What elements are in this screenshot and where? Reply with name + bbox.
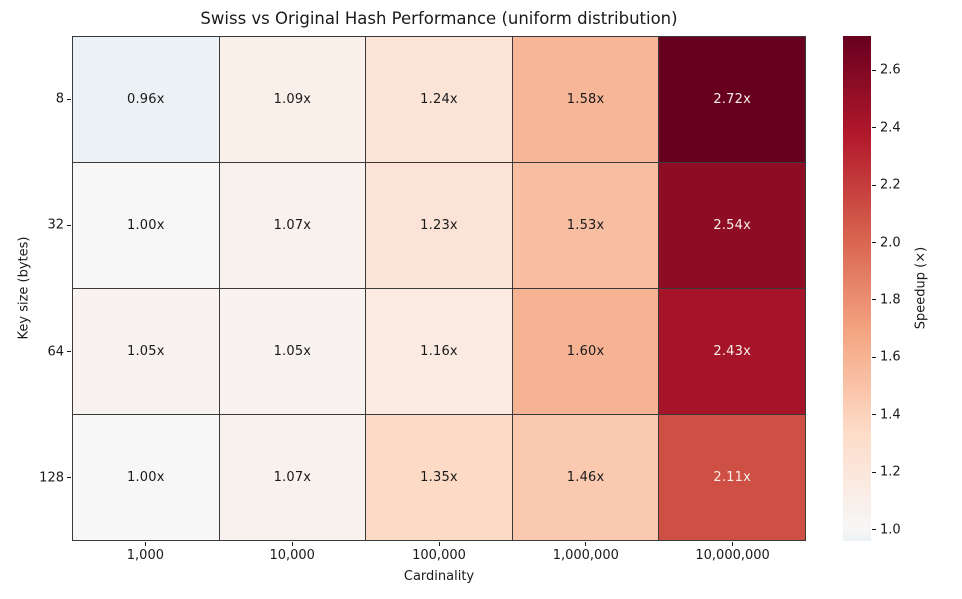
heatmap-cell-label: 1.07x — [273, 470, 312, 485]
colorbar-tick-mark — [872, 529, 876, 531]
colorbar-tick-label: 1.2 — [880, 464, 901, 480]
heatmap-cell: 1.07x — [219, 163, 366, 288]
heatmap-cell: 1.24x — [366, 37, 512, 162]
heatmap-cell-label: 1.07x — [273, 218, 312, 233]
heatmap-cell-label: 1.05x — [126, 344, 165, 359]
x-tick-mark — [585, 542, 587, 546]
colorbar-tick-mark — [872, 127, 876, 129]
heatmap-cell: 1.58x — [512, 37, 659, 162]
x-tick-label: 1,000 — [126, 548, 164, 563]
heatmap-cell-label: 1.58x — [566, 92, 605, 107]
colorbar-label: Speedup (×) — [913, 246, 929, 330]
heatmap-cell-label: 1.00x — [126, 218, 165, 233]
heatmap-cell-label: 1.35x — [420, 470, 458, 485]
heatmap-plot-area: 0.96x 1.09x 1.24x 1.58x 2.72x 1.00x 1.07x 1.23x… — [72, 36, 806, 541]
heatmap-cell-label: 1.05x — [273, 344, 312, 359]
heatmap-cell-label: 1.24x — [420, 92, 458, 107]
x-tick-label: 100,000 — [412, 548, 466, 563]
heatmap-cell-label: 1.46x — [566, 470, 605, 485]
x-axis-label: Cardinality — [403, 569, 475, 584]
heatmap-cell-label: 1.00x — [126, 470, 165, 485]
heatmap-cell-label: 1.53x — [566, 218, 605, 233]
heatmap-cell-label: 1.60x — [566, 344, 605, 359]
colorbar-tick-mark — [872, 184, 876, 186]
heatmap-cell: 2.43x — [659, 289, 805, 414]
y-tick-label: 8 — [55, 91, 64, 107]
heatmap-cell-label: 0.96x — [126, 92, 165, 107]
heatmap-cell: 1.35x — [366, 415, 512, 540]
x-tick-mark — [732, 542, 734, 546]
y-tick-mark — [67, 98, 71, 100]
colorbar-tick-mark — [872, 414, 876, 416]
y-tick-label: 64 — [47, 344, 64, 360]
colorbar-tick-mark — [872, 69, 876, 71]
heatmap-cell: 1.23x — [366, 163, 512, 288]
x-tick-label: 10,000 — [269, 548, 315, 563]
colorbar-tick-mark — [872, 471, 876, 473]
heatmap-cell-label: 2.43x — [713, 344, 752, 359]
x-tick-mark — [438, 542, 440, 546]
heatmap-cell: 1.07x — [219, 415, 366, 540]
heatmap-cell: 1.05x — [219, 289, 366, 414]
heatmap-cell: 2.54x — [659, 163, 805, 288]
heatmap-cell: 2.72x — [659, 37, 805, 162]
heatmap-cell: 0.96x — [73, 37, 219, 162]
colorbar-tick-mark — [872, 356, 876, 358]
x-tick-label: 10,000,000 — [695, 548, 770, 563]
x-tick-label: 1,000,000 — [552, 548, 619, 563]
y-axis-label: Key size (bytes) — [16, 236, 32, 340]
heatmap-cell-label: 1.23x — [420, 218, 458, 233]
heatmap-cell: 1.09x — [219, 37, 366, 162]
x-tick-mark — [144, 542, 146, 546]
heatmap-cell: 1.00x — [73, 163, 219, 288]
colorbar-tick-label: 1.0 — [880, 522, 901, 538]
colorbar-tick-mark — [872, 242, 876, 244]
heatmap-cell-label: 1.09x — [273, 92, 312, 107]
colorbar-tick-label: 1.6 — [880, 349, 901, 365]
heatmap-cell: 1.00x — [73, 415, 219, 540]
colorbar-tick-label: 2.0 — [880, 235, 901, 251]
y-tick-label: 128 — [39, 470, 64, 486]
y-tick-mark — [67, 224, 71, 226]
heatmap-cell: 2.11x — [659, 415, 805, 540]
heatmap-cell: 1.60x — [512, 289, 659, 414]
colorbar-tick-mark — [872, 299, 876, 301]
x-tick-mark — [291, 542, 293, 546]
colorbar-tick-label: 2.4 — [880, 120, 901, 136]
y-tick-mark — [67, 351, 71, 353]
y-tick-label: 32 — [47, 217, 64, 233]
chart-title: Swiss vs Original Hash Performance (unif… — [200, 9, 678, 28]
colorbar-tick-label: 1.8 — [880, 292, 901, 308]
heatmap-cell-label: 2.54x — [713, 218, 752, 233]
heatmap-cell: 1.46x — [512, 415, 659, 540]
heatmap-cell: 1.16x — [366, 289, 512, 414]
heatmap-cell: 1.05x — [73, 289, 219, 414]
heatmap-cell: 1.53x — [512, 163, 659, 288]
heatmap-cell-label: 2.72x — [713, 92, 752, 107]
heatmap-cell-label: 2.11x — [713, 470, 752, 485]
colorbar-gradient — [843, 36, 871, 541]
colorbar-tick-label: 2.2 — [880, 177, 901, 193]
colorbar-tick-label: 2.6 — [880, 62, 901, 78]
heatmap-cell-label: 1.16x — [420, 344, 458, 359]
y-tick-mark — [67, 477, 71, 479]
colorbar-tick-label: 1.4 — [880, 407, 901, 423]
